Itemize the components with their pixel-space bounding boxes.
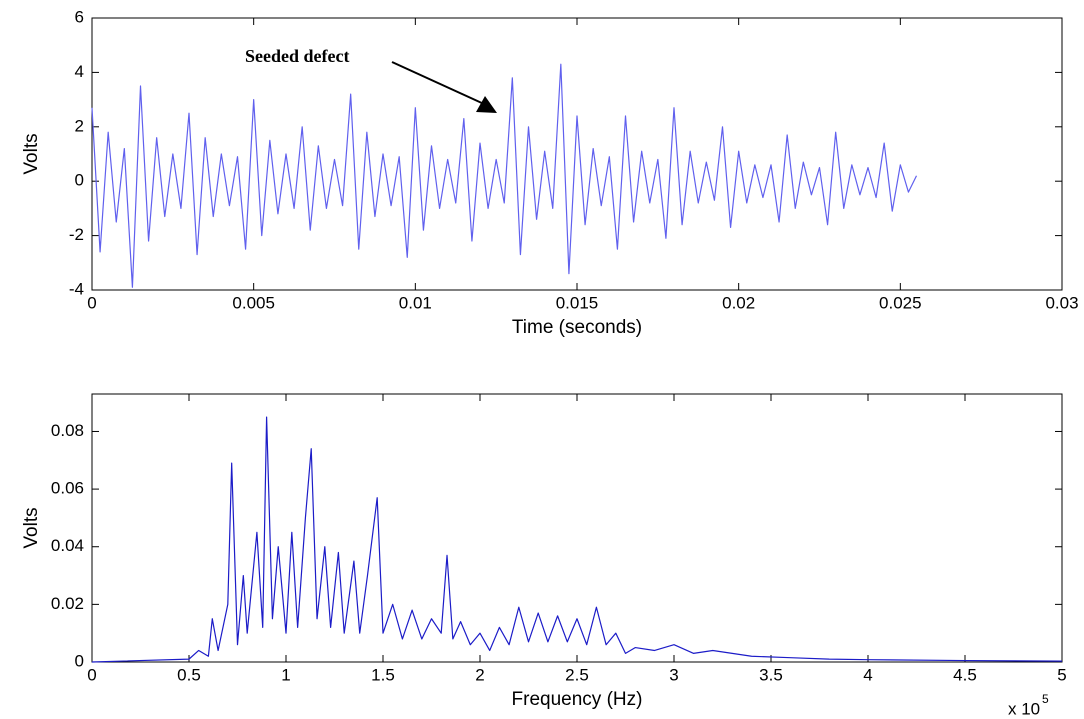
x-tick-label: 4.5 — [953, 665, 977, 684]
x-tick-label: 0.005 — [232, 293, 275, 312]
x-multiplier-exponent: 5 — [1042, 692, 1049, 706]
y-tick-label: 0 — [75, 651, 84, 670]
y-tick-label: -4 — [69, 279, 84, 298]
x-tick-label: 0.015 — [556, 293, 599, 312]
x-tick-label: 0 — [87, 665, 96, 684]
x-tick-label: 1 — [281, 665, 290, 684]
y-axis-label: Volts — [21, 133, 42, 174]
x-tick-label: 1.5 — [371, 665, 395, 684]
x-tick-label: 0.5 — [177, 665, 201, 684]
x-tick-label: 0 — [87, 293, 96, 312]
x-tick-label: 0.03 — [1045, 293, 1078, 312]
x-tick-label: 2 — [475, 665, 484, 684]
plot-frame — [91, 393, 1063, 663]
signal-line — [91, 416, 1063, 663]
x-tick-label: 3 — [669, 665, 678, 684]
plot-frame — [91, 17, 1063, 291]
annotation-arrow — [391, 61, 485, 105]
y-tick-label: -2 — [69, 225, 84, 244]
y-tick-label: 0.08 — [51, 421, 84, 440]
y-axis-label: Volts — [21, 507, 42, 548]
x-axis-label: Frequency (Hz) — [512, 689, 643, 710]
x-axis-label: Time (seconds) — [512, 317, 642, 338]
x-tick-label: 3.5 — [759, 665, 783, 684]
x-multiplier: x 10 — [1008, 699, 1040, 718]
x-tick-label: 4 — [863, 665, 872, 684]
y-tick-label: 4 — [75, 62, 84, 81]
y-tick-label: 0 — [75, 171, 84, 190]
y-tick-label: 0.02 — [51, 594, 84, 613]
arrow-head — [476, 96, 497, 113]
signal-line — [91, 63, 918, 288]
y-tick-label: 0.06 — [51, 479, 84, 498]
x-tick-label: 2.5 — [565, 665, 589, 684]
y-tick-label: 2 — [75, 116, 84, 135]
x-tick-label: 0.02 — [722, 293, 755, 312]
x-tick-label: 5 — [1057, 665, 1066, 684]
annotation: Seeded defect — [245, 46, 349, 66]
y-tick-label: 0.04 — [51, 536, 84, 555]
x-tick-label: 0.01 — [399, 293, 432, 312]
y-tick-label: 6 — [75, 7, 84, 26]
x-tick-label: 0.025 — [879, 293, 922, 312]
